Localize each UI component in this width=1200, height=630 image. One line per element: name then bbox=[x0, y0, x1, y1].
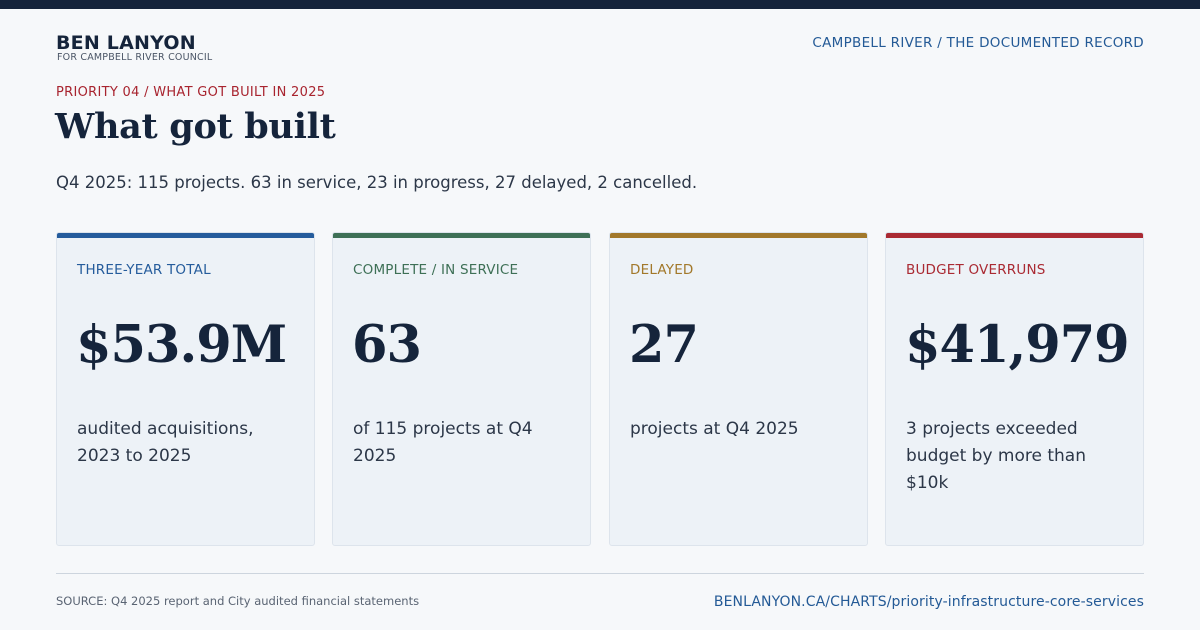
stat-card-budget-overruns: BUDGET OVERRUNS $41,979 3 projects excee… bbox=[885, 232, 1144, 546]
footer-divider bbox=[56, 573, 1144, 574]
card-value: 63 bbox=[352, 315, 422, 375]
card-accent-bar bbox=[886, 233, 1143, 238]
card-accent-bar bbox=[57, 233, 314, 238]
card-value: $53.9M bbox=[76, 315, 287, 375]
card-label: COMPLETE / IN SERVICE bbox=[353, 262, 519, 278]
card-accent-bar bbox=[333, 233, 590, 238]
stat-card-three-year-total: THREE-YEAR TOTAL $53.9M audited acquisit… bbox=[56, 232, 315, 546]
card-label: BUDGET OVERRUNS bbox=[906, 262, 1046, 278]
card-description: audited acquisitions, 2023 to 2025 bbox=[77, 419, 254, 466]
section-eyebrow: PRIORITY 04 / WHAT GOT BUILT IN 2025 bbox=[56, 85, 326, 100]
card-description: of 115 projects at Q4 2025 bbox=[353, 419, 533, 466]
page-title: What got built bbox=[55, 106, 336, 147]
site-title: CAMPBELL RIVER / THE DOCUMENTED RECORD bbox=[812, 35, 1144, 51]
card-label: THREE-YEAR TOTAL bbox=[77, 262, 211, 278]
card-description: projects at Q4 2025 bbox=[630, 419, 799, 439]
brand-subtitle: FOR CAMPBELL RIVER COUNCIL bbox=[57, 52, 213, 63]
top-bar bbox=[0, 0, 1200, 9]
source-note: SOURCE: Q4 2025 report and City audited … bbox=[56, 594, 420, 608]
card-value: 27 bbox=[629, 315, 699, 375]
stat-card-complete-in-service: COMPLETE / IN SERVICE 63 of 115 projects… bbox=[332, 232, 591, 546]
card-value: $41,979 bbox=[905, 315, 1130, 375]
card-description: 3 projects exceeded budget by more than … bbox=[906, 419, 1087, 493]
summary-text: Q4 2025: 115 projects. 63 in service, 23… bbox=[56, 173, 698, 192]
card-accent-bar bbox=[610, 233, 867, 238]
page-url-link[interactable]: BENLANYON.CA/CHARTS/priority-infrastruct… bbox=[713, 594, 1144, 610]
card-label: DELAYED bbox=[630, 262, 694, 278]
stat-card-delayed: DELAYED 27 projects at Q4 2025 bbox=[609, 232, 868, 546]
brand-name: BEN LANYON bbox=[56, 32, 196, 54]
